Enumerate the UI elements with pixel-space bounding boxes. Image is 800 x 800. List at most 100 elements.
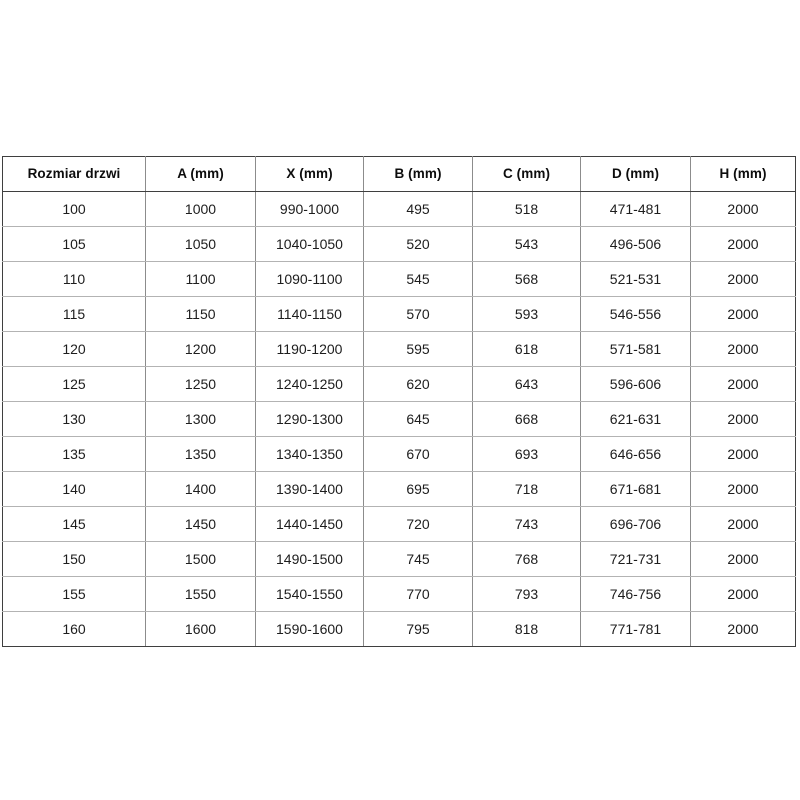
cell-h: 2000: [690, 541, 796, 577]
cell-c: 543: [472, 226, 581, 262]
cell-h: 2000: [690, 576, 796, 612]
cell-a: 1200: [145, 331, 256, 367]
cell-x: 1040-1050: [255, 226, 364, 262]
table-row: 100 1000 990-1000 495 518 471-481 2000: [2, 191, 796, 227]
cell-rozmiar-drzwi: 125: [2, 366, 146, 402]
cell-a: 1150: [145, 296, 256, 332]
cell-rozmiar-drzwi: 135: [2, 436, 146, 472]
cell-h: 2000: [690, 296, 796, 332]
cell-c: 518: [472, 191, 581, 227]
cell-x: 1490-1500: [255, 541, 364, 577]
cell-x: 1440-1450: [255, 506, 364, 542]
cell-x: 1090-1100: [255, 261, 364, 297]
column-header-h-mm: H (mm): [690, 156, 796, 192]
table-row: 150 1500 1490-1500 745 768 721-731 2000: [2, 541, 796, 577]
cell-b: 795: [363, 611, 473, 647]
cell-h: 2000: [690, 506, 796, 542]
cell-b: 620: [363, 366, 473, 402]
table-row: 125 1250 1240-1250 620 643 596-606 2000: [2, 366, 796, 402]
table-row: 145 1450 1440-1450 720 743 696-706 2000: [2, 506, 796, 542]
cell-c: 718: [472, 471, 581, 507]
cell-a: 1300: [145, 401, 256, 437]
cell-d: 721-731: [580, 541, 691, 577]
cell-c: 643: [472, 366, 581, 402]
cell-c: 593: [472, 296, 581, 332]
cell-d: 771-781: [580, 611, 691, 647]
cell-h: 2000: [690, 401, 796, 437]
cell-d: 621-631: [580, 401, 691, 437]
cell-h: 2000: [690, 436, 796, 472]
column-header-d-mm: D (mm): [580, 156, 691, 192]
cell-c: 618: [472, 331, 581, 367]
cell-rozmiar-drzwi: 150: [2, 541, 146, 577]
cell-d: 746-756: [580, 576, 691, 612]
cell-c: 568: [472, 261, 581, 297]
cell-d: 521-531: [580, 261, 691, 297]
cell-b: 695: [363, 471, 473, 507]
table-header: Rozmiar drzwi A (mm) X (mm) B (mm) C (mm…: [2, 156, 796, 192]
table-row: 105 1050 1040-1050 520 543 496-506 2000: [2, 226, 796, 262]
table-row: 160 1600 1590-1600 795 818 771-781 2000: [2, 611, 796, 647]
cell-rozmiar-drzwi: 140: [2, 471, 146, 507]
cell-h: 2000: [690, 366, 796, 402]
cell-x: 1540-1550: [255, 576, 364, 612]
cell-a: 1550: [145, 576, 256, 612]
cell-rozmiar-drzwi: 115: [2, 296, 146, 332]
table-row: 140 1400 1390-1400 695 718 671-681 2000: [2, 471, 796, 507]
cell-rozmiar-drzwi: 120: [2, 331, 146, 367]
cell-d: 571-581: [580, 331, 691, 367]
cell-b: 520: [363, 226, 473, 262]
cell-b: 595: [363, 331, 473, 367]
cell-a: 1400: [145, 471, 256, 507]
column-header-x-mm: X (mm): [255, 156, 364, 192]
cell-c: 768: [472, 541, 581, 577]
cell-c: 743: [472, 506, 581, 542]
cell-x: 1340-1350: [255, 436, 364, 472]
table-header-row: Rozmiar drzwi A (mm) X (mm) B (mm) C (mm…: [2, 156, 796, 192]
column-header-c-mm: C (mm): [472, 156, 581, 192]
table-row: 120 1200 1190-1200 595 618 571-581 2000: [2, 331, 796, 367]
cell-d: 696-706: [580, 506, 691, 542]
cell-a: 1250: [145, 366, 256, 402]
cell-h: 2000: [690, 261, 796, 297]
cell-c: 693: [472, 436, 581, 472]
cell-b: 745: [363, 541, 473, 577]
cell-h: 2000: [690, 611, 796, 647]
cell-x: 1240-1250: [255, 366, 364, 402]
cell-d: 546-556: [580, 296, 691, 332]
cell-x: 1290-1300: [255, 401, 364, 437]
cell-b: 670: [363, 436, 473, 472]
cell-d: 671-681: [580, 471, 691, 507]
column-header-b-mm: B (mm): [363, 156, 473, 192]
cell-a: 1500: [145, 541, 256, 577]
cell-rozmiar-drzwi: 155: [2, 576, 146, 612]
cell-a: 1350: [145, 436, 256, 472]
table-row: 115 1150 1140-1150 570 593 546-556 2000: [2, 296, 796, 332]
cell-x: 1190-1200: [255, 331, 364, 367]
cell-b: 545: [363, 261, 473, 297]
cell-h: 2000: [690, 226, 796, 262]
cell-b: 495: [363, 191, 473, 227]
table-body: 100 1000 990-1000 495 518 471-481 2000 1…: [2, 191, 796, 647]
cell-x: 990-1000: [255, 191, 364, 227]
door-size-specification-table: Rozmiar drzwi A (mm) X (mm) B (mm) C (mm…: [2, 156, 796, 647]
column-header-rozmiar-drzwi: Rozmiar drzwi: [2, 156, 146, 192]
cell-a: 1050: [145, 226, 256, 262]
cell-d: 596-606: [580, 366, 691, 402]
table-row: 135 1350 1340-1350 670 693 646-656 2000: [2, 436, 796, 472]
cell-rozmiar-drzwi: 105: [2, 226, 146, 262]
cell-rozmiar-drzwi: 160: [2, 611, 146, 647]
cell-c: 818: [472, 611, 581, 647]
cell-x: 1590-1600: [255, 611, 364, 647]
cell-b: 570: [363, 296, 473, 332]
cell-x: 1140-1150: [255, 296, 364, 332]
cell-b: 770: [363, 576, 473, 612]
cell-c: 793: [472, 576, 581, 612]
table-row: 130 1300 1290-1300 645 668 621-631 2000: [2, 401, 796, 437]
cell-h: 2000: [690, 471, 796, 507]
cell-b: 645: [363, 401, 473, 437]
table-row: 155 1550 1540-1550 770 793 746-756 2000: [2, 576, 796, 612]
column-header-a-mm: A (mm): [145, 156, 256, 192]
door-size-specification-table-container: Rozmiar drzwi A (mm) X (mm) B (mm) C (mm…: [2, 156, 796, 647]
